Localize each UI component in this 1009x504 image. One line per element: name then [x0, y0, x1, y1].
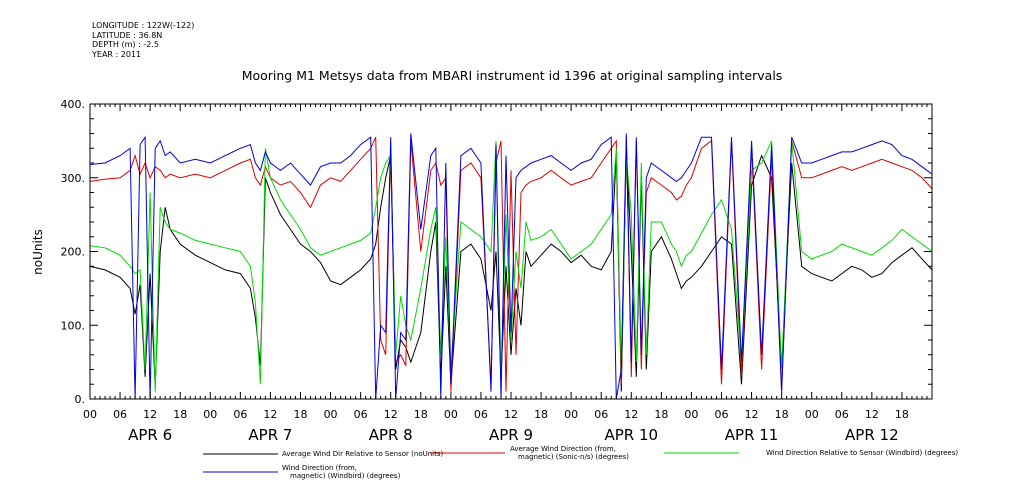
x-day-label: APR 10	[604, 426, 658, 444]
metadata-longitude: LONGITUDE : 122W(-122)	[92, 21, 195, 30]
x-hour-label: 12	[865, 408, 879, 421]
x-day-label: APR 11	[725, 426, 779, 444]
x-hour-label: 06	[715, 408, 729, 421]
x-hour-label: 00	[805, 408, 819, 421]
metadata-latitude: LATITUDE : 36.8N	[92, 30, 163, 40]
legend: Average Wind Dir Relative to Sensor (noU…	[203, 445, 958, 480]
y-tick-label: 300.	[61, 172, 86, 185]
metadata-depth: DEPTH (m) : -2.5	[92, 40, 159, 49]
chart-title: Mooring M1 Metsys data from MBARI instru…	[242, 68, 783, 83]
y-tick-label: 200.	[61, 246, 86, 259]
metadata-block: LONGITUDE : 122W(-122) LATITUDE : 36.8N …	[92, 21, 194, 59]
x-hour-label: 12	[504, 408, 518, 421]
x-hour-label: 12	[143, 408, 157, 421]
legend-label-2: Average Wind Direction (from, magnetic) (…	[510, 445, 629, 461]
y-tick-label: 400.	[61, 98, 86, 111]
x-hour-label: 06	[835, 408, 849, 421]
x-hour-label: 06	[474, 408, 488, 421]
metadata-year: YEAR : 2011	[92, 49, 142, 59]
y-tick-label: 0.	[75, 393, 86, 406]
x-hour-label: 12	[263, 408, 277, 421]
x-hour-label: 06	[594, 408, 608, 421]
x-hour-label: 00	[83, 408, 97, 421]
x-hour-label: 00	[444, 408, 458, 421]
legend-label-3: Wind Direction Relative to Sensor (Windb…	[766, 449, 958, 457]
x-day-label: APR 12	[845, 426, 899, 444]
x-hour-label: 18	[775, 408, 789, 421]
axis-layer: 0. 100. 200. 300. 400. 00 06 12 18 00 06 12 18 00 06 12…	[61, 98, 933, 444]
x-day-label: APR 7	[248, 426, 292, 444]
x-hour-label: 00	[564, 408, 578, 421]
x-hour-label: 12	[624, 408, 638, 421]
x-hour-label: 18	[414, 408, 428, 421]
x-hour-label: 18	[895, 408, 909, 421]
x-hour-label: 18	[294, 408, 308, 421]
x-hour-label: 00	[684, 408, 698, 421]
x-hour-label: 18	[534, 408, 548, 421]
x-hour-label: 06	[113, 408, 127, 421]
x-day-label: APR 8	[369, 426, 413, 444]
x-hour-label: 00	[203, 408, 217, 421]
x-hour-label: 18	[173, 408, 187, 421]
x-hour-label: 12	[384, 408, 398, 421]
x-hour-label: 12	[745, 408, 759, 421]
x-hour-label: 18	[654, 408, 668, 421]
x-hour-label: 06	[233, 408, 247, 421]
x-hour-label: 06	[354, 408, 368, 421]
x-day-label: APR 9	[489, 426, 533, 444]
series-layer	[90, 133, 932, 399]
x-day-label: APR 6	[128, 426, 172, 444]
legend-label-4: Wind Direction (from, magnetic) (Windbird…	[282, 464, 401, 480]
legend-label-1: Average Wind Dir Relative to Sensor (noU…	[282, 450, 443, 458]
series-line-1	[90, 148, 932, 392]
y-axis-label: noUnits	[31, 229, 45, 275]
x-hour-label: 00	[324, 408, 338, 421]
series-line-4	[90, 133, 932, 399]
y-tick-label: 100.	[61, 319, 86, 332]
